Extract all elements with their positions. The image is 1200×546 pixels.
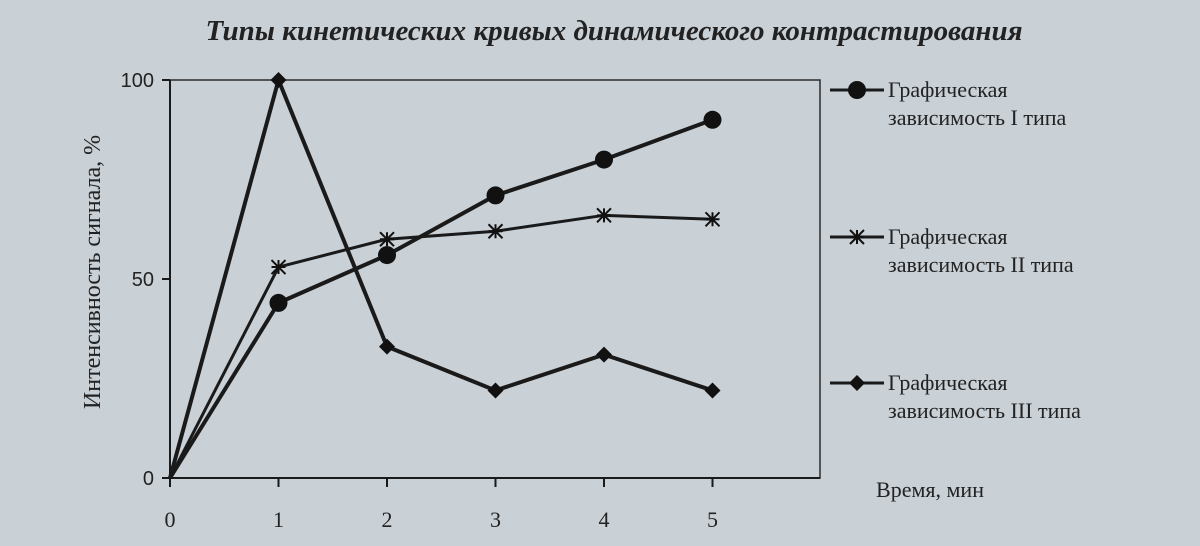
legend-label: Графическая bbox=[888, 224, 1008, 249]
data-point-marker bbox=[596, 346, 612, 363]
data-point-marker bbox=[487, 223, 504, 239]
data-point-marker bbox=[487, 382, 504, 399]
legend-item: Графическая зависимость III типа bbox=[830, 370, 1081, 423]
legend-label: зависимость III типа bbox=[888, 398, 1081, 423]
x-axis-label: Время, мин bbox=[876, 477, 984, 502]
y-tick-label: 50 bbox=[132, 269, 154, 291]
data-point-marker bbox=[269, 293, 288, 312]
data-point-marker bbox=[704, 382, 721, 399]
x-tick-label: 0 bbox=[165, 507, 176, 532]
series-type-1 bbox=[168, 110, 722, 480]
y-axis-label: Интенсивность сигнала, % bbox=[80, 135, 106, 409]
series-line bbox=[168, 213, 713, 479]
data-point-marker bbox=[379, 338, 395, 355]
x-tick-label: 3 bbox=[490, 507, 501, 532]
plot-area-frame bbox=[169, 79, 821, 479]
y-tick-label: 100 bbox=[121, 70, 154, 92]
legend-item: Графическая зависимость II типа bbox=[830, 224, 1074, 277]
x-tick-label: 1 bbox=[273, 507, 284, 532]
legend-marker bbox=[849, 375, 865, 391]
x-ticks: 0 1 2 3 4 5 bbox=[165, 478, 718, 532]
series-layer bbox=[168, 72, 722, 480]
legend-label: зависимость II типа bbox=[888, 252, 1074, 277]
series-type-2 bbox=[168, 207, 721, 479]
data-point-marker bbox=[379, 231, 395, 247]
data-point-marker bbox=[270, 259, 287, 275]
data-point-marker bbox=[596, 207, 612, 224]
x-tick-label: 2 bbox=[382, 507, 393, 532]
series-line bbox=[168, 117, 714, 480]
legend-marker bbox=[848, 81, 866, 99]
legend-label: зависимость I типа bbox=[888, 105, 1067, 130]
x-tick-label: 5 bbox=[707, 507, 718, 532]
y-tick-label: 0 bbox=[143, 468, 154, 490]
legend-label: Графическая bbox=[888, 370, 1008, 395]
x-tick-label: 4 bbox=[599, 507, 610, 532]
data-point-marker bbox=[704, 211, 721, 228]
chart-title: Типы кинетических кривых динамического к… bbox=[205, 15, 1022, 47]
legend-marker bbox=[849, 229, 865, 245]
legend-label: Графическая bbox=[888, 77, 1008, 102]
y-ticks: 0 50 100 bbox=[121, 70, 170, 490]
series-line bbox=[168, 78, 714, 479]
data-point-marker bbox=[595, 150, 613, 169]
data-point-marker bbox=[703, 110, 722, 129]
data-point-marker bbox=[486, 186, 505, 205]
legend-item: Графическая зависимость I типа bbox=[830, 77, 1067, 130]
series-type-3 bbox=[168, 72, 721, 479]
data-point-marker bbox=[270, 72, 287, 88]
data-point-marker bbox=[378, 246, 396, 265]
